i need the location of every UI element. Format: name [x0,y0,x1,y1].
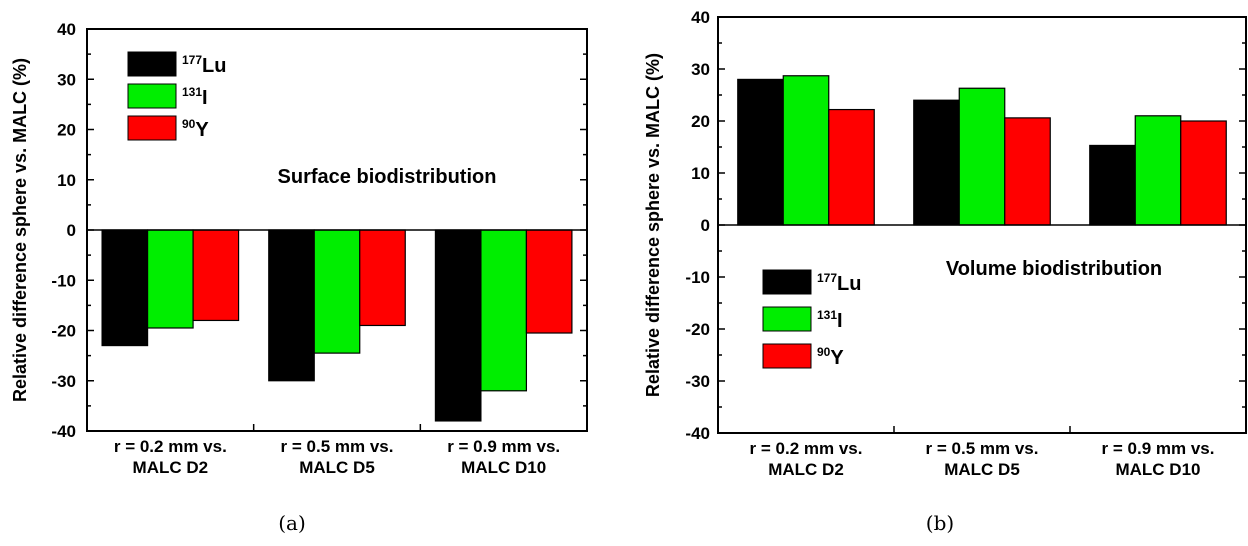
x-category-label: r = 0.2 mm vs. [750,439,863,458]
legend-swatch-177lu [127,51,177,77]
bar-90y-cat2 [1004,117,1051,226]
x-category-label: MALC D5 [944,460,1020,479]
legend-label-177lu: 177Lu [817,271,861,295]
y-tick-label: -30 [685,372,710,391]
legend-element-symbol: Y [830,347,844,369]
chart-panel-a: -40 -30 -20 -10 0 10 20 30 40 r = 0.2 mm vs. MALC … [10,20,588,535]
chart-annotation: Surface biodistribution [278,166,497,188]
legend-mass-number: 90 [182,117,196,131]
legend-label-90y: 90Y [182,117,209,141]
y-tick-label: -10 [51,271,76,290]
y-tick-label: 20 [691,112,710,131]
x-category-label: r = 0.9 mm vs. [1102,439,1215,458]
x-category-label: r = 0.5 mm vs. [926,439,1039,458]
legend-swatch-90y [127,115,177,141]
x-category-label: r = 0.5 mm vs. [281,437,394,456]
bar-90y-cat3 [525,229,573,334]
y-tick-label: 30 [57,70,76,89]
legend-mass-number: 177 [817,271,837,285]
bar-90y-cat1 [828,108,875,226]
x-category-label: MALC D5 [299,458,375,477]
y-axis-label: Relative difference sphere vs. MALC (%) [643,53,663,397]
legend-label-131i: 131I [817,308,843,332]
x-category-label: r = 0.9 mm vs. [447,437,560,456]
legend-mass-number: 177 [182,53,202,67]
y-tick-label: -40 [685,424,710,443]
y-tick-label: -40 [51,422,76,441]
x-category-label: MALC D2 [133,458,209,477]
legend-mass-number: 90 [817,345,831,359]
y-tick-label: -20 [51,322,76,341]
x-category-label: r = 0.2 mm vs. [114,437,227,456]
panel-caption: (b) [926,511,954,535]
bar-131i-cat1 [146,229,194,329]
y-tick-label: 40 [57,20,76,39]
y-tick-label: 0 [701,216,710,235]
bar-177lu-cat3 [1089,144,1136,226]
legend-swatch-131i [762,306,812,332]
legend-label-177lu: 177Lu [182,53,226,77]
y-tick-label: -10 [685,268,710,287]
bar-131i-cat1 [782,75,830,226]
chart-panel-b: -40 -30 -20 -10 0 10 20 30 40 r = 0.2 mm vs. MALC … [643,8,1247,535]
legend-label-131i: 131I [182,85,208,109]
chart-annotation: Volume biodistribution [946,258,1162,280]
legend-element-symbol: Y [195,119,209,141]
y-tick-label: -30 [51,372,76,391]
bar-131i-cat3 [480,229,528,392]
bar-177lu-cat2 [913,99,960,226]
y-tick-label: -20 [685,320,710,339]
legend-element-symbol: Lu [837,273,861,295]
bar-90y-cat2 [359,229,406,327]
bar-131i-cat2 [313,229,361,354]
legend-element-symbol: Lu [202,55,226,77]
y-axis-label: Relative difference sphere vs. MALC (%) [10,58,30,402]
legend-swatch-90y [762,343,812,369]
y-tick-label: 30 [691,60,710,79]
y-tick-label: 10 [57,171,76,190]
legend-element-symbol: I [202,87,208,109]
y-tick-label: 40 [691,8,710,27]
legend-swatch-131i [127,83,177,109]
bar-177lu-cat1 [101,229,149,347]
legend-element-symbol: I [837,310,843,332]
x-category-label: MALC D10 [1115,460,1200,479]
y-tick-label: 20 [57,121,76,140]
panel-caption: (a) [278,511,306,535]
bar-90y-cat3 [1180,120,1227,226]
bar-131i-cat2 [958,87,1006,226]
legend-mass-number: 131 [817,308,837,322]
bar-177lu-cat1 [737,78,784,226]
bar-177lu-cat2 [268,229,315,382]
legend-label-90y: 90Y [817,345,844,369]
x-category-label: MALC D2 [768,460,844,479]
x-category-label: MALC D10 [461,458,546,477]
bar-131i-cat3 [1134,115,1182,226]
bar-177lu-cat3 [434,229,482,422]
legend-mass-number: 131 [182,85,202,99]
y-tick-label: 0 [67,221,76,240]
y-tick-label: 10 [691,164,710,183]
bar-90y-cat1 [192,229,240,322]
legend-swatch-177lu [762,269,812,295]
